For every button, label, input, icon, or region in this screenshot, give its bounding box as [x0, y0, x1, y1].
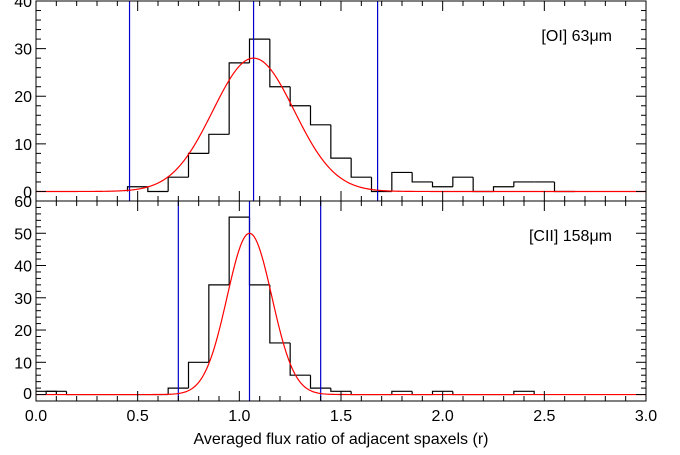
oi-histogram-bin — [431, 181, 453, 188]
cii-gaussian-fit — [36, 232, 646, 396]
cii-histogram-bin — [167, 387, 189, 395]
cii-histogram-bin — [289, 342, 311, 376]
cii-histogram-bin — [45, 390, 67, 395]
cii-histogram-bin — [330, 388, 352, 392]
cii-ticks: 0 10 20 30 40 50 60 — [14, 194, 647, 403]
oi-histogram-bin — [553, 181, 575, 193]
oi-histogram-bin — [147, 186, 169, 193]
oi-histogram-bin — [269, 39, 291, 88]
oi-marker-lines — [128, 1, 379, 201]
cii-y-tick-label: 50 — [14, 226, 32, 243]
oi-panel-label: [OI] 63μm — [541, 28, 612, 45]
cii-panel-label: [CII] 158μm — [529, 228, 612, 245]
cii-histogram-bin — [513, 390, 535, 395]
oi-histogram-bin — [472, 177, 494, 193]
cii-histogram-bin — [208, 284, 230, 363]
oi-histogram — [126, 38, 575, 193]
oi-y-tick-label: 0 — [23, 184, 32, 201]
x-tick-labels: 0.0 0.5 1.0 1.5 2.0 2.5 3.0 — [25, 408, 657, 425]
oi-histogram-bin — [248, 38, 270, 63]
oi-histogram-bin — [492, 186, 514, 192]
oi-histogram-bin — [452, 176, 474, 187]
cii-histogram-bin — [391, 390, 413, 395]
x-tick-label: 2.5 — [533, 408, 555, 425]
cii-histogram-bin — [269, 284, 291, 344]
oi-y-tick-label: 40 — [14, 0, 32, 11]
cii-y-tick-label: 0 — [23, 386, 32, 403]
oi-panel: 0 10 20 30 40 [OI] 63μm — [14, 0, 647, 202]
x-axis-title: Averaged flux ratio of adjacent spaxels … — [194, 431, 489, 448]
cii-y-tick-label: 30 — [14, 291, 32, 308]
cii-y-tick-label: 20 — [14, 323, 32, 340]
cii-histogram-bin — [187, 361, 209, 389]
oi-histogram-bin — [208, 133, 230, 154]
oi-y-tick-label: 20 — [14, 89, 32, 106]
oi-histogram-bin — [391, 171, 413, 192]
x-tick-label: 3.0 — [635, 408, 657, 425]
cii-histogram — [36, 216, 535, 396]
cii-y-tick-label: 60 — [14, 194, 32, 211]
oi-histogram-bin — [289, 86, 311, 107]
oi-ticks: 0 10 20 30 40 — [14, 0, 647, 202]
oi-histogram-bin — [370, 177, 392, 193]
cii-marker-lines — [177, 201, 322, 401]
cii-gaussian-curve — [36, 232, 646, 396]
oi-histogram-bin — [309, 105, 331, 126]
oi-histogram-bin — [228, 62, 250, 135]
cii-y-tick-label: 40 — [14, 259, 32, 276]
cii-histogram-bin — [309, 375, 331, 389]
x-tick-label: 1.5 — [330, 408, 352, 425]
x-tick-label: 2.0 — [432, 408, 454, 425]
x-tick-label: 0.5 — [127, 408, 149, 425]
x-tick-label: 0.0 — [25, 408, 47, 425]
oi-histogram-bin — [411, 172, 433, 183]
oi-gaussian-curve — [36, 57, 646, 193]
oi-histogram-bin — [167, 176, 189, 192]
oi-histogram-bin — [513, 181, 535, 187]
oi-histogram-bin — [350, 158, 372, 178]
oi-gaussian-fit — [36, 57, 646, 193]
cii-panel-frame — [35, 200, 647, 402]
x-tick-label: 1.0 — [228, 408, 250, 425]
oi-y-tick-label: 10 — [14, 137, 32, 154]
cii-panel: 0 10 20 30 40 50 60 [CII] 158μm — [14, 194, 647, 403]
oi-histogram-bin — [330, 124, 352, 159]
cii-y-tick-label: 10 — [14, 355, 32, 372]
oi-histogram-bin — [187, 152, 209, 178]
cii-histogram-bin — [431, 390, 453, 395]
oi-y-tick-label: 30 — [14, 42, 32, 59]
cii-histogram-bin — [228, 216, 250, 285]
